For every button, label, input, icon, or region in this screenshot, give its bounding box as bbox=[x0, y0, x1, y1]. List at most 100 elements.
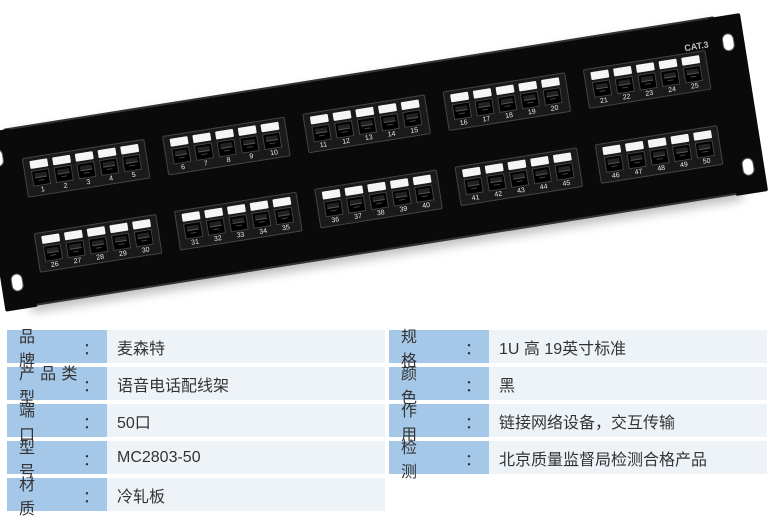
port-number: 49 bbox=[680, 161, 689, 169]
port-number: 30 bbox=[141, 246, 150, 254]
port-number: 34 bbox=[259, 228, 268, 236]
rj-jack bbox=[520, 91, 540, 110]
spec-key: 颜色： bbox=[389, 367, 489, 400]
rj-jack bbox=[206, 217, 226, 236]
rj-jack bbox=[262, 132, 282, 151]
port-label-strip bbox=[670, 134, 689, 145]
port-number: 40 bbox=[422, 202, 431, 210]
port-number: 17 bbox=[482, 116, 491, 124]
port-number: 25 bbox=[690, 83, 699, 91]
port-number: 15 bbox=[410, 127, 419, 135]
port-label-strip bbox=[87, 226, 106, 237]
rj-jack bbox=[65, 240, 85, 259]
rj-jack bbox=[474, 98, 494, 117]
rj-jack bbox=[217, 139, 237, 158]
port-number: 32 bbox=[213, 235, 222, 243]
port-group: 12345 bbox=[22, 139, 151, 198]
port: 15 bbox=[399, 99, 426, 136]
rj-jack bbox=[532, 166, 552, 185]
port-number: 5 bbox=[131, 172, 136, 180]
port-label-strip bbox=[97, 147, 116, 158]
port-group: 3132333435 bbox=[174, 192, 303, 251]
spec-row: 作用：链接网络设备，交互传输 bbox=[389, 404, 767, 437]
port-number: 38 bbox=[376, 209, 385, 217]
mount-hole bbox=[721, 32, 736, 52]
rj-jack bbox=[111, 232, 131, 251]
rj-jack bbox=[592, 79, 612, 98]
rj-jack bbox=[43, 243, 63, 262]
rj-jack bbox=[134, 229, 154, 248]
port: 30 bbox=[130, 219, 157, 256]
port-number: 3 bbox=[86, 179, 91, 187]
spec-key: 型号： bbox=[7, 441, 107, 474]
port-label-strip bbox=[693, 130, 712, 141]
port: 35 bbox=[270, 196, 297, 233]
rj-jack bbox=[228, 214, 248, 233]
port-label-strip bbox=[390, 178, 409, 189]
spec-val: 链接网络设备，交互传输 bbox=[489, 404, 767, 437]
spec-row: 品牌：麦森特 bbox=[7, 330, 385, 363]
port-number: 43 bbox=[517, 187, 526, 195]
spec-key: 品牌： bbox=[7, 330, 107, 363]
port: 25 bbox=[679, 55, 706, 92]
port-number: 50 bbox=[702, 158, 711, 166]
port-label-strip bbox=[496, 84, 515, 95]
rj-jack bbox=[554, 162, 574, 181]
port-label-strip bbox=[41, 233, 60, 244]
port-label-strip bbox=[272, 197, 291, 208]
port-number: 44 bbox=[539, 183, 548, 191]
port-label-strip bbox=[215, 129, 234, 140]
port-number: 13 bbox=[365, 134, 374, 142]
port-label-strip bbox=[260, 122, 279, 133]
port-label-strip bbox=[636, 62, 655, 73]
rj-jack bbox=[391, 188, 411, 207]
port-number: 9 bbox=[249, 153, 254, 161]
port-group: 2627282930 bbox=[34, 214, 163, 273]
spec-val: 黑 bbox=[489, 367, 767, 400]
spec-key: 产品类型： bbox=[7, 367, 107, 400]
rj-jack bbox=[369, 192, 389, 211]
port-label-strip bbox=[658, 59, 677, 70]
port-label-strip bbox=[132, 219, 151, 230]
specs-col-right: 规格：1U 高 19英寸标准颜色：黑作用：链接网络设备，交互传输检测：北京质量监… bbox=[389, 330, 767, 511]
port-label-strip bbox=[238, 125, 257, 136]
port-group: 1617181920 bbox=[443, 72, 572, 131]
port: 10 bbox=[258, 121, 285, 158]
port-label-strip bbox=[613, 66, 632, 77]
port-label-strip bbox=[473, 88, 492, 99]
rj-jack bbox=[88, 236, 108, 255]
port-group: 4647484950 bbox=[595, 125, 724, 184]
rj-jack bbox=[486, 173, 506, 192]
rj-jack bbox=[660, 69, 680, 88]
rj-jack bbox=[346, 195, 366, 214]
port-label-strip bbox=[355, 107, 374, 118]
port-label-strip bbox=[120, 144, 139, 155]
port-number: 22 bbox=[622, 93, 631, 101]
port-number: 41 bbox=[471, 194, 480, 202]
port: 20 bbox=[539, 77, 566, 114]
port-label-strip bbox=[681, 55, 700, 66]
rj-jack bbox=[649, 147, 669, 166]
port-number: 31 bbox=[191, 239, 200, 247]
rj-jack bbox=[402, 109, 422, 128]
port-group: 678910 bbox=[162, 117, 291, 176]
port-label-strip bbox=[541, 77, 560, 88]
port-number: 21 bbox=[600, 97, 609, 105]
port-label-strip bbox=[602, 144, 621, 155]
port-label-strip bbox=[450, 92, 469, 103]
port-label-strip bbox=[507, 160, 526, 171]
port: 5 bbox=[118, 144, 145, 181]
rj-jack bbox=[452, 102, 472, 121]
rj-jack bbox=[251, 210, 271, 229]
rj-jack bbox=[672, 144, 692, 163]
port-number: 35 bbox=[282, 224, 291, 232]
port-number: 48 bbox=[657, 165, 666, 173]
port-number: 6 bbox=[181, 164, 186, 172]
port-label-strip bbox=[530, 156, 549, 167]
rj-jack bbox=[695, 140, 715, 159]
spec-val: 1U 高 19英寸标准 bbox=[489, 330, 767, 363]
rj-jack bbox=[509, 169, 529, 188]
spec-key: 材质： bbox=[7, 478, 107, 511]
port: 40 bbox=[411, 174, 438, 211]
spec-key: 检测： bbox=[389, 441, 489, 474]
